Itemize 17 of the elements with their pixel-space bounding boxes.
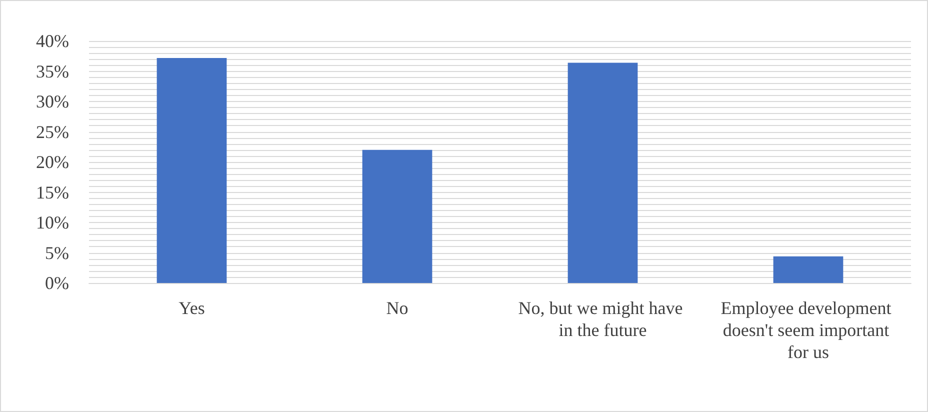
- bar: [362, 150, 432, 283]
- x-tick-label: No: [386, 298, 408, 318]
- x-tick-label: No, but we might have in the future: [518, 298, 688, 340]
- y-tick-label: 30%: [36, 92, 69, 112]
- y-tick-label: 40%: [36, 31, 69, 51]
- y-tick-label: 0%: [45, 273, 69, 293]
- x-tick-label: Employee development doesn't seem important for us: [720, 298, 896, 362]
- bar: [773, 256, 844, 283]
- y-tick-label: 25%: [36, 122, 69, 142]
- y-tick-label: 5%: [45, 242, 69, 263]
- bar: [568, 62, 638, 283]
- y-tick-label: 20%: [36, 152, 69, 172]
- y-tick-label: 10%: [36, 212, 69, 232]
- x-tick-label: Yes: [178, 298, 205, 318]
- y-tick-label: 35%: [36, 61, 69, 82]
- bar: [156, 58, 227, 283]
- y-tick-label: 15%: [36, 182, 69, 202]
